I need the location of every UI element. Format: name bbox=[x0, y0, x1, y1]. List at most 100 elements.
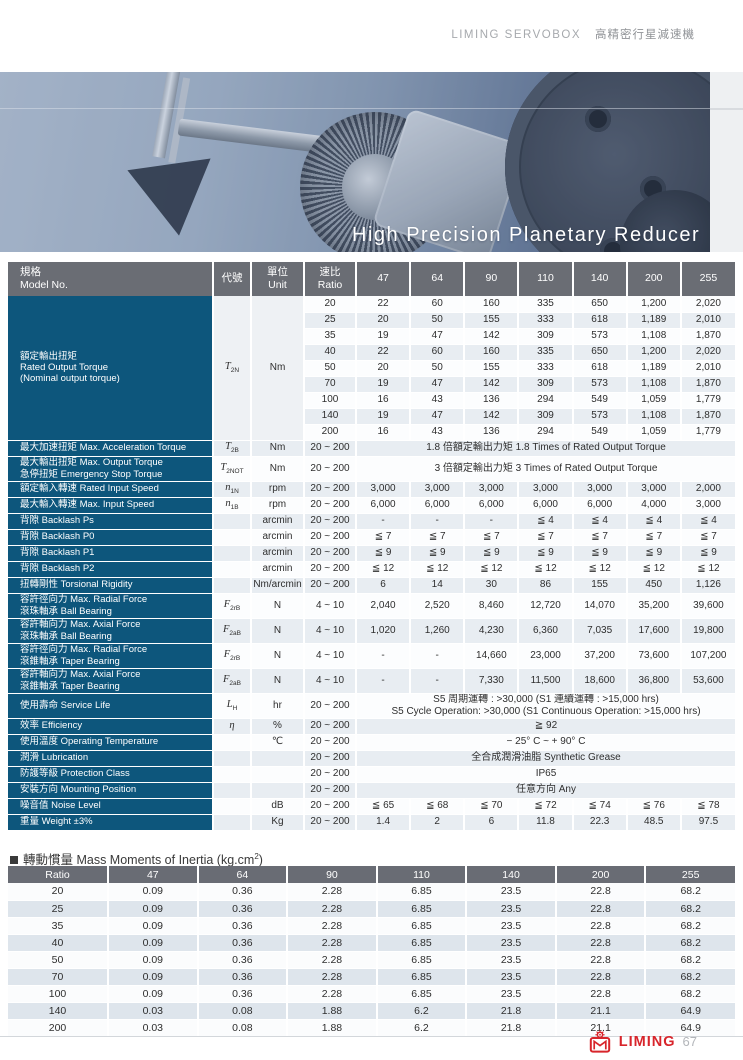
inertia-value-cell: 6.85 bbox=[376, 968, 468, 986]
inertia-ratio-cell: 50 bbox=[8, 951, 109, 969]
spec-row: 使用壽命 Service Life LH hr 20 ~ 200 S5 周期運轉 : >… bbox=[8, 693, 735, 719]
value-cell: 3,000 bbox=[518, 481, 574, 498]
value-cell: 4,000 bbox=[626, 497, 682, 514]
value-cell: ≦ 12 bbox=[518, 561, 574, 578]
value-cell: 6,000 bbox=[464, 497, 520, 514]
spec-row: 噪音值 Noise Level dB 20 ~ 200 ≦ 65 ≦ 68 ≦ 70 ≦ 7… bbox=[8, 798, 735, 815]
page-footer: LIMING 67 bbox=[588, 1030, 697, 1053]
value-cell: ≦ 74 bbox=[572, 798, 628, 815]
chuck-bolt bbox=[585, 106, 611, 132]
value-cell: 450 bbox=[626, 577, 682, 594]
inertia-value-cell: 68.2 bbox=[645, 985, 735, 1003]
inertia-value-cell: 21.1 bbox=[555, 1019, 647, 1037]
spec-row: 容許軸向力 Max. Axial Force 滾珠軸承 Ball Bearing F… bbox=[8, 618, 735, 644]
value-cell: 1,779 bbox=[680, 392, 735, 409]
value-cell: 294 bbox=[518, 424, 574, 441]
value-cell: 6,000 bbox=[572, 497, 628, 514]
ratio-cell: 20 bbox=[304, 296, 357, 313]
footer-brand-text: LIMING bbox=[618, 1033, 676, 1050]
ratio-cell: 4 ~ 10 bbox=[304, 643, 357, 669]
hero-image: High Precision Planetary Reducer bbox=[0, 72, 710, 252]
unit-cell: Nm/arcmin bbox=[251, 577, 305, 594]
value-cell: ≦ 4 bbox=[572, 513, 628, 530]
value-cell: ≦ 4 bbox=[626, 513, 682, 530]
value-cell: 650 bbox=[572, 296, 628, 313]
inertia-row-50: 50 0.09 0.36 2.28 6.85 23.5 22.8 68.2 bbox=[8, 951, 735, 969]
inertia-value-cell: 0.09 bbox=[108, 968, 199, 986]
inertia-value-cell: 6.85 bbox=[376, 883, 468, 901]
value-cell: 2,520 bbox=[410, 593, 466, 619]
spec-row: 潤滑 Lubrication 20 ~ 200 全合成潤滑油脂 Synthetic … bbox=[8, 750, 735, 767]
spec-label: 背隙 Backlash P1 bbox=[8, 545, 214, 562]
value-cell: 22 bbox=[356, 344, 412, 361]
col-header-size-64: 64 bbox=[410, 262, 466, 296]
ratio-cell: 20 ~ 200 bbox=[304, 577, 357, 594]
inertia-col-header-Ratio: Ratio bbox=[8, 866, 109, 883]
inertia-value-cell: 1.88 bbox=[287, 1002, 378, 1020]
value-cell: 333 bbox=[518, 312, 574, 329]
value-cell: 107,200 bbox=[680, 643, 735, 669]
value-cell: ≦ 12 bbox=[356, 561, 412, 578]
inertia-row-100: 100 0.09 0.36 2.28 6.85 23.5 22.8 68.2 bbox=[8, 985, 735, 1003]
symbol-cell bbox=[213, 782, 252, 799]
span-value-cell: 1.8 倍額定輸出力矩 1.8 Times of Rated Output To… bbox=[356, 440, 735, 457]
value-cell: 573 bbox=[572, 376, 628, 393]
inertia-row-35: 35 0.09 0.36 2.28 6.85 23.5 22.8 68.2 bbox=[8, 917, 735, 935]
value-cell: 50 bbox=[410, 312, 466, 329]
value-cell: ≦ 78 bbox=[680, 798, 735, 815]
inertia-value-cell: 21.8 bbox=[466, 1002, 557, 1020]
value-cell: 333 bbox=[518, 360, 574, 377]
inertia-col-header-90: 90 bbox=[287, 866, 378, 883]
value-cell: ≦ 12 bbox=[464, 561, 520, 578]
liming-logo-icon bbox=[589, 1030, 610, 1053]
value-cell: 3,000 bbox=[626, 481, 682, 498]
value-cell: - bbox=[356, 668, 412, 694]
value-cell: 17,600 bbox=[626, 618, 682, 644]
edge-tab-divider bbox=[710, 108, 743, 110]
value-cell: 18,600 bbox=[572, 668, 628, 694]
value-cell: 6,000 bbox=[356, 497, 412, 514]
inertia-value-cell: 68.2 bbox=[645, 968, 735, 986]
inertia-col-header-140: 140 bbox=[466, 866, 557, 883]
value-cell: ≦ 7 bbox=[680, 529, 735, 546]
symbol-cell bbox=[213, 577, 252, 594]
value-cell: 19 bbox=[356, 376, 412, 393]
spec-label: 背隙 Backlash P0 bbox=[8, 529, 214, 546]
value-cell: 36,800 bbox=[626, 668, 682, 694]
value-cell: - bbox=[410, 643, 466, 669]
ratio-cell: 20 ~ 200 bbox=[304, 798, 357, 815]
inertia-row-25: 25 0.09 0.36 2.28 6.85 23.5 22.8 68.2 bbox=[8, 900, 735, 918]
ratio-cell: 20 ~ 200 bbox=[304, 561, 357, 578]
unit-cell: N bbox=[251, 618, 305, 644]
spec-row: 額定輸入轉速 Rated Input Speed n1N rpm 20 ~ 200 3,… bbox=[8, 481, 735, 498]
inertia-row-70: 70 0.09 0.36 2.28 6.85 23.5 22.8 68.2 bbox=[8, 968, 735, 986]
span-value-cell: 3 倍額定輸出力矩 3 Times of Rated Output Torque bbox=[356, 456, 735, 482]
inertia-value-cell: 2.28 bbox=[287, 900, 378, 918]
value-cell: ≦ 72 bbox=[518, 798, 574, 815]
spec-label: 背隙 Backlash Ps bbox=[8, 513, 214, 530]
value-cell: 309 bbox=[518, 376, 574, 393]
inertia-ratio-cell: 100 bbox=[8, 985, 109, 1003]
inertia-value-cell: 22.8 bbox=[555, 883, 647, 901]
value-cell: ≦ 4 bbox=[518, 513, 574, 530]
inertia-value-cell: 6.85 bbox=[376, 985, 468, 1003]
inertia-value-cell: 23.5 bbox=[466, 934, 557, 952]
value-cell: 1,108 bbox=[626, 408, 682, 425]
inertia-value-cell: 0.36 bbox=[197, 951, 289, 969]
inertia-value-cell: 68.2 bbox=[645, 951, 735, 969]
spec-label: 最大輸入轉速 Max. Input Speed bbox=[8, 497, 214, 514]
value-cell: 155 bbox=[572, 577, 628, 594]
inertia-value-cell: 2.28 bbox=[287, 968, 378, 986]
ratio-cell: 20 ~ 200 bbox=[304, 497, 357, 514]
inertia-value-cell: 68.2 bbox=[645, 917, 735, 935]
brand-subtitle: 高精密行星減速機 bbox=[595, 29, 695, 41]
spec-row: 容許徑向力 Max. Radial Force 滾珠軸承 Ball Bearing… bbox=[8, 593, 735, 619]
inertia-value-cell: 64.9 bbox=[645, 1019, 735, 1037]
ratio-cell: 20 ~ 200 bbox=[304, 750, 357, 767]
ratio-cell: 4 ~ 10 bbox=[304, 618, 357, 644]
unit-cell: dB bbox=[251, 798, 305, 815]
ratio-cell: 20 ~ 200 bbox=[304, 529, 357, 546]
value-cell: 618 bbox=[572, 360, 628, 377]
ratio-cell: 4 ~ 10 bbox=[304, 593, 357, 619]
value-cell: ≦ 12 bbox=[572, 561, 628, 578]
